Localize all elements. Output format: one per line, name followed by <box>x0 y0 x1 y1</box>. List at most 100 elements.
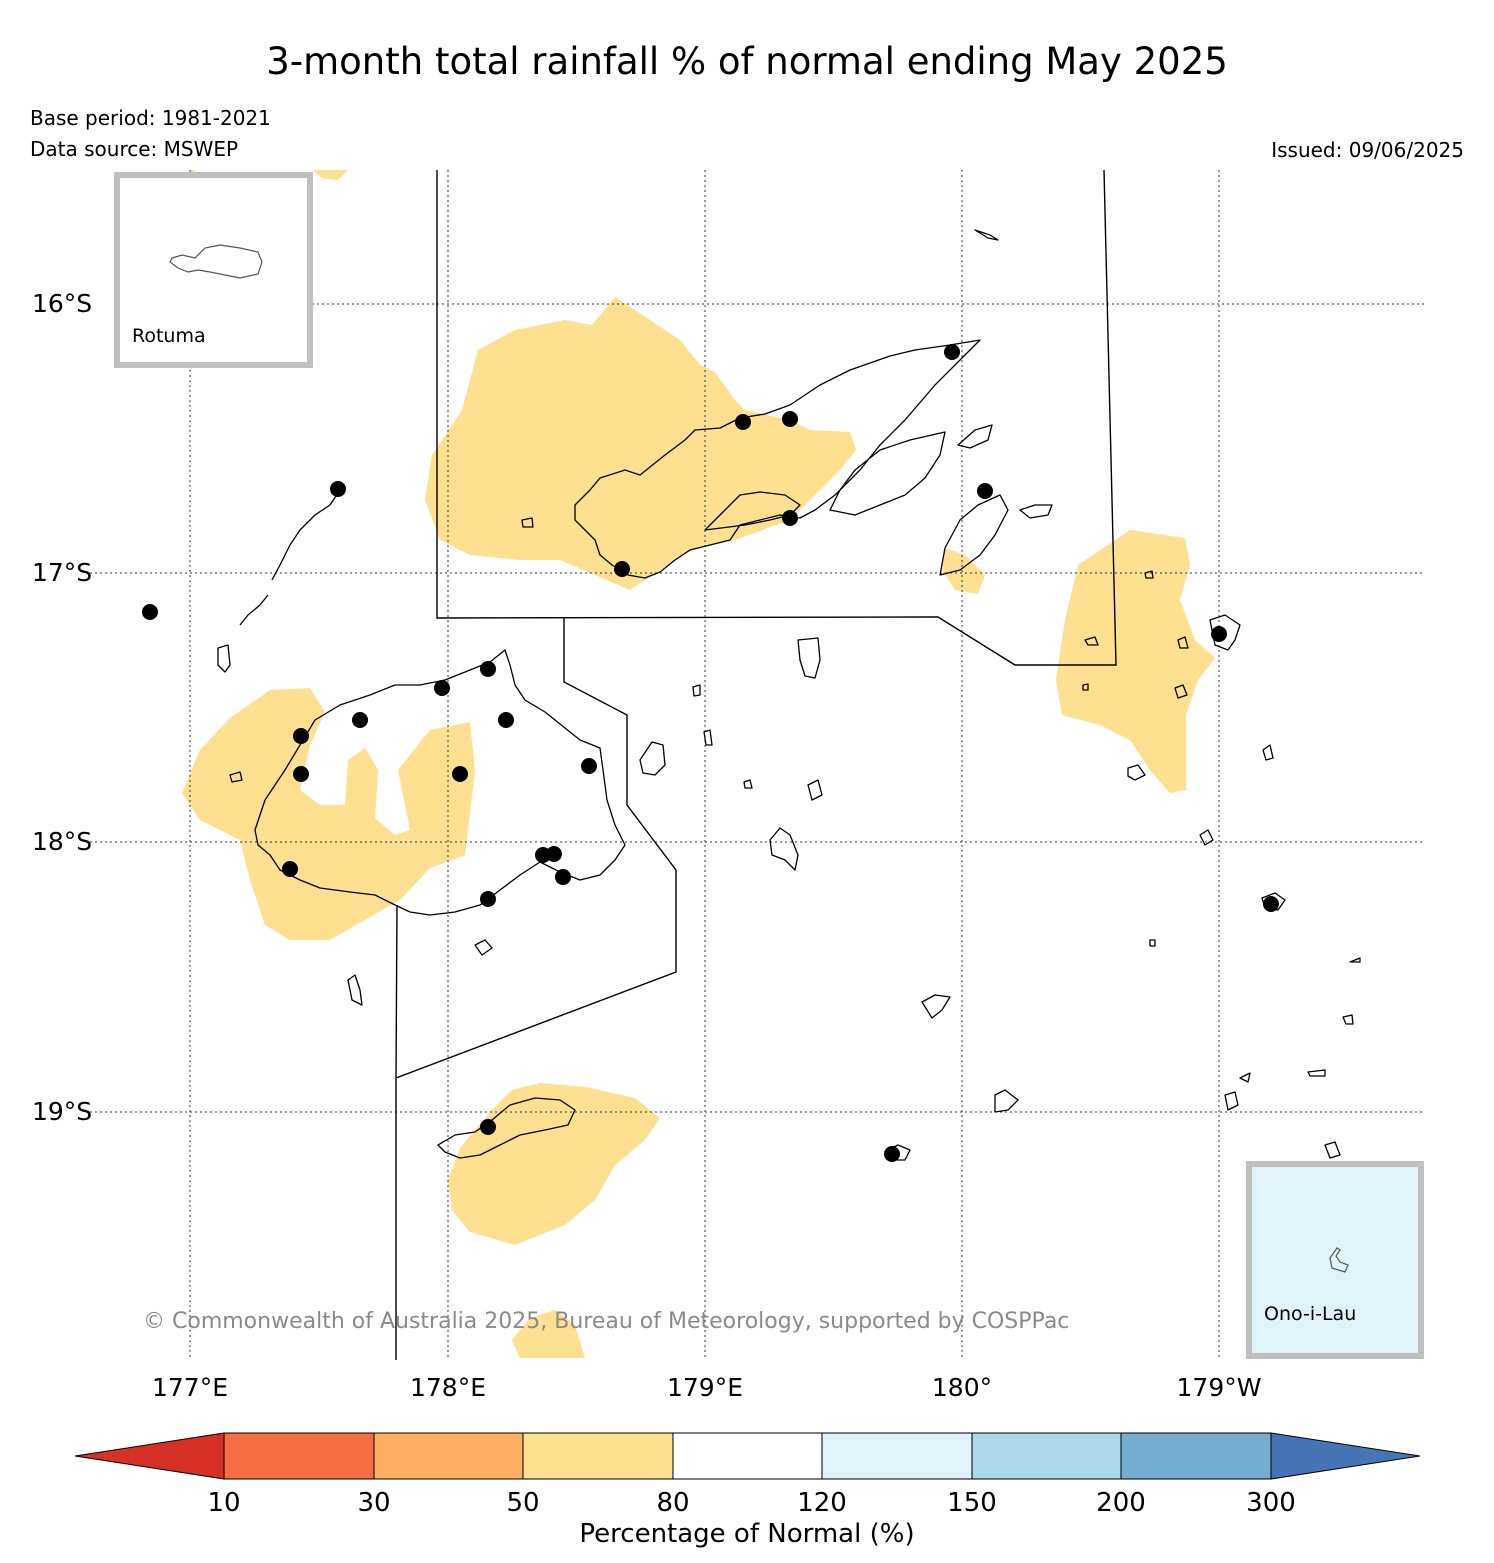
colorbar-tick: 50 <box>506 1488 539 1518</box>
colorbar-tick: 120 <box>797 1488 847 1518</box>
coast-lau-n-4 <box>1082 683 1089 691</box>
coast-lau-south-2 <box>1199 829 1214 846</box>
station-marker <box>142 604 158 620</box>
colorbar-tick: 80 <box>656 1488 689 1518</box>
coast-lau-south-5 <box>1324 1141 1341 1159</box>
coast-lau-south-3 <box>1224 1091 1239 1111</box>
ono-i-lau-inset: Ono-i-Lau <box>1246 1161 1424 1359</box>
shade-top-fragment-1 <box>312 170 348 180</box>
coast-nairai <box>807 779 823 801</box>
division-boundaries <box>395 169 1117 1360</box>
station-marker <box>977 483 993 499</box>
colorbar-200-300 <box>1120 1432 1272 1480</box>
station-marker <box>480 891 496 907</box>
coast-lau-n-3 <box>1177 636 1189 649</box>
coast-koro <box>797 637 821 679</box>
station-marker <box>1211 626 1227 642</box>
coast-vanua-levu-isl-1 <box>521 517 534 528</box>
shade-viti-levu-west <box>182 688 475 940</box>
lon-label-180: 180° <box>932 1373 992 1402</box>
shade-taveuni <box>942 548 985 594</box>
station-marker <box>293 766 309 782</box>
lat-label-17s: 17°S <box>32 558 92 587</box>
rotuma-inset: Rotuma <box>114 172 313 368</box>
coast-lau-small-8 <box>1342 1014 1354 1025</box>
colorbar-30-50 <box>373 1432 524 1480</box>
colorbar-tick: 150 <box>947 1488 997 1518</box>
rotuma-coastline <box>169 244 263 279</box>
coast-lakeba <box>1127 764 1146 781</box>
rotuma-label: Rotuma <box>132 325 206 347</box>
station-marker <box>581 758 597 774</box>
station-marker <box>782 510 798 526</box>
ono-i-lau-coastline <box>1329 1247 1349 1273</box>
coast-vanua-levu-east <box>829 431 946 516</box>
lat-label-18s: 18°S <box>32 827 92 856</box>
station-marker <box>884 1146 900 1162</box>
station-marker <box>480 1119 496 1135</box>
coastlines <box>217 229 1361 1161</box>
issued-date-label: Issued: 09/06/2025 <box>1271 138 1464 162</box>
coast-batiki <box>743 779 753 789</box>
copyright-text: © Commonwealth of Australia 2025, Bureau… <box>143 1309 1069 1334</box>
station-marker <box>452 766 468 782</box>
shade-kadavu <box>448 1083 660 1245</box>
station-marker <box>293 728 309 744</box>
coast-yasawa <box>239 489 341 626</box>
data-source-label: Data source: MSWEP <box>30 137 239 161</box>
coast-lau-south-6 <box>1174 684 1188 699</box>
base-period-label: Base period: 1981-2021 <box>30 106 271 130</box>
colorbar-80-120 <box>672 1432 823 1480</box>
map-title: 3-month total rainfall % of normal endin… <box>266 40 1228 83</box>
rain-stations <box>142 344 1279 1162</box>
shade-south-fragment <box>512 1310 585 1358</box>
lon-label-179w: 179°W <box>1177 1373 1262 1402</box>
coast-beqa <box>474 939 493 956</box>
coast-rabi <box>1019 504 1053 519</box>
coast-viti-levu <box>254 649 626 916</box>
shade-lau-north <box>1056 530 1215 793</box>
colorbar-150-200 <box>971 1432 1122 1480</box>
station-marker <box>735 414 751 430</box>
coast-mamanuca <box>229 771 243 783</box>
shade-vanua-levu <box>425 297 856 590</box>
coast-gau <box>769 827 799 871</box>
station-marker <box>782 411 798 427</box>
station-marker <box>555 869 571 885</box>
graticule <box>90 170 1425 1360</box>
coast-vatulele <box>347 974 363 1006</box>
colorbar-120-150 <box>821 1432 973 1480</box>
coast-taveuni <box>939 494 1009 576</box>
coast-naigani <box>692 684 701 697</box>
colorbar-below-10 <box>74 1432 225 1480</box>
colorbar-tick: 300 <box>1246 1488 1296 1518</box>
coast-lau-n-1 <box>1144 570 1154 579</box>
lon-label-177e: 177°E <box>152 1373 228 1402</box>
colorbar-ticks: 10 30 50 80 120 150 200 300 <box>207 1488 1295 1518</box>
lat-label-16s: 16°S <box>32 289 92 318</box>
coast-vanua-balavu <box>1209 614 1241 651</box>
coast-savusavu-bay <box>704 491 801 531</box>
station-marker <box>498 712 514 728</box>
station-marker <box>480 661 496 677</box>
coast-waya <box>217 644 231 673</box>
coast-lau-small-9 <box>1239 1072 1251 1083</box>
coast-lau-south-4 <box>1307 1069 1326 1077</box>
coast-small-north <box>974 229 999 241</box>
station-marker <box>546 846 562 862</box>
station-marker <box>614 561 630 577</box>
coast-small-1 <box>1149 939 1156 947</box>
colorbar-above-300 <box>1270 1432 1421 1480</box>
station-marker <box>944 344 960 360</box>
colorbar <box>74 1432 1421 1480</box>
coast-lau-n-2 <box>1084 636 1099 646</box>
coast-wakaya <box>703 729 713 746</box>
station-marker <box>330 481 346 497</box>
coast-qamea <box>957 424 993 449</box>
ono-i-lau-label: Ono-i-Lau <box>1264 1303 1356 1325</box>
coast-lau-small-7 <box>1262 744 1274 761</box>
colorbar-tick: 200 <box>1096 1488 1146 1518</box>
colorbar-50-80 <box>522 1432 674 1480</box>
colorbar-title: Percentage of Normal (%) <box>579 1519 914 1549</box>
